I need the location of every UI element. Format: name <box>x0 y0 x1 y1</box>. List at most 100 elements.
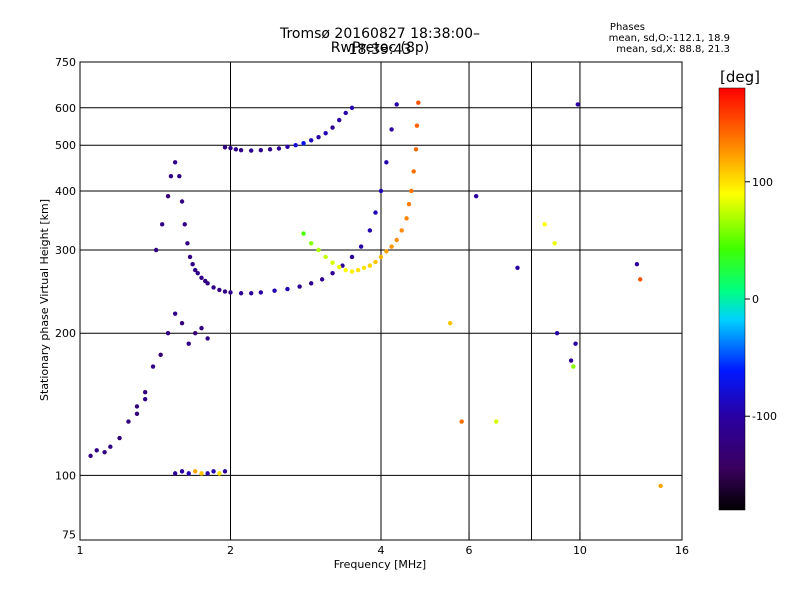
x-axis-label: Frequency [MHz] <box>334 558 426 571</box>
chart-subtitle: RwPretec (8p) <box>330 40 430 56</box>
data-point <box>222 289 228 294</box>
colorbar-tick-label: 0 <box>752 293 759 306</box>
data-point <box>459 419 464 424</box>
data-point <box>349 254 355 260</box>
data-point <box>634 261 640 267</box>
data-point <box>158 352 163 358</box>
chart-title: Tromsø 20160827 18:38:00–18:39:43 <box>279 26 481 58</box>
data-point <box>378 254 384 260</box>
data-point <box>88 453 93 459</box>
data-point <box>238 147 244 153</box>
data-point <box>367 228 373 233</box>
data-point <box>414 123 420 128</box>
data-point <box>168 173 174 179</box>
colorbar-ticks: 100 0 -100 <box>745 176 777 423</box>
data-point <box>358 244 364 249</box>
data-point <box>193 331 198 336</box>
x-tick-label: 6 <box>466 544 473 557</box>
data-point <box>172 471 178 476</box>
data-point <box>199 471 204 476</box>
x-tick-label: 16 <box>675 544 689 557</box>
data-point <box>187 254 193 260</box>
data-point <box>177 173 182 179</box>
data-point <box>193 267 198 273</box>
data-point <box>285 144 290 150</box>
data-point <box>228 145 233 151</box>
data-point <box>413 147 419 152</box>
data-point <box>186 341 191 346</box>
data-point <box>573 341 578 346</box>
data-point <box>473 193 479 199</box>
data-point <box>384 160 389 165</box>
x-tick-label: 10 <box>573 544 587 557</box>
data-point <box>233 147 239 152</box>
data-point <box>297 284 302 289</box>
data-point <box>316 247 321 253</box>
data-point <box>361 265 367 271</box>
data-point <box>195 270 200 276</box>
data-point <box>301 231 306 236</box>
data-point <box>575 102 580 107</box>
data-point <box>416 100 421 105</box>
phase-box-title: Phases <box>609 22 645 33</box>
data-point <box>389 127 394 132</box>
phase-o-stats: mean, sd,O:-112.1, 18.9 <box>608 33 730 44</box>
data-point <box>323 131 328 136</box>
data-point <box>378 188 384 194</box>
data-point <box>211 469 216 474</box>
data-point <box>308 241 314 246</box>
data-point <box>285 286 290 292</box>
data-point <box>217 471 222 476</box>
data-point <box>316 134 321 140</box>
data-point <box>272 288 277 293</box>
data-point <box>102 449 107 455</box>
data-point <box>205 281 210 286</box>
data-point <box>293 142 298 148</box>
data-point <box>330 125 335 130</box>
data-point <box>308 138 314 143</box>
data-point <box>134 411 140 417</box>
data-point <box>301 140 306 146</box>
data-point <box>571 364 576 369</box>
data-point <box>399 228 404 233</box>
data-point <box>384 249 389 254</box>
data-point <box>319 277 325 282</box>
data-point <box>248 148 254 153</box>
data-point <box>411 169 416 174</box>
y-tick-label: 300 <box>55 244 76 257</box>
data-point <box>134 404 140 409</box>
x-tick-label: 1 <box>77 544 84 557</box>
data-point <box>267 147 273 152</box>
data-point <box>165 193 171 199</box>
data-point <box>638 277 643 282</box>
data-point <box>552 241 557 246</box>
phase-x-stats: mean, sd,X: 88.8, 21.3 <box>616 44 730 55</box>
data-point <box>337 117 342 123</box>
data-point <box>373 259 378 265</box>
data-point <box>337 264 342 270</box>
data-point <box>193 469 198 474</box>
data-point <box>150 364 156 369</box>
grid-lines <box>79 62 683 540</box>
data-point <box>222 145 228 150</box>
data-point <box>228 290 233 295</box>
data-point <box>190 261 195 267</box>
data-point <box>343 267 348 273</box>
y-tick-label: 200 <box>55 327 76 340</box>
data-point <box>409 188 414 194</box>
data-point <box>373 210 378 215</box>
colorbar-unit: [deg] <box>720 68 760 86</box>
data-point <box>238 291 244 296</box>
y-tick-label: 500 <box>55 139 76 152</box>
data-point <box>142 390 148 395</box>
data-points <box>88 100 663 489</box>
data-point <box>330 260 335 265</box>
data-point <box>276 146 282 151</box>
data-point <box>211 285 216 290</box>
colorbar <box>718 87 746 511</box>
data-point <box>394 237 399 243</box>
axis-ticks: 1 2 4 6 10 16 75 100 200 300 400 500 600 750 <box>55 56 689 557</box>
data-point <box>222 469 228 474</box>
data-point <box>108 444 113 449</box>
